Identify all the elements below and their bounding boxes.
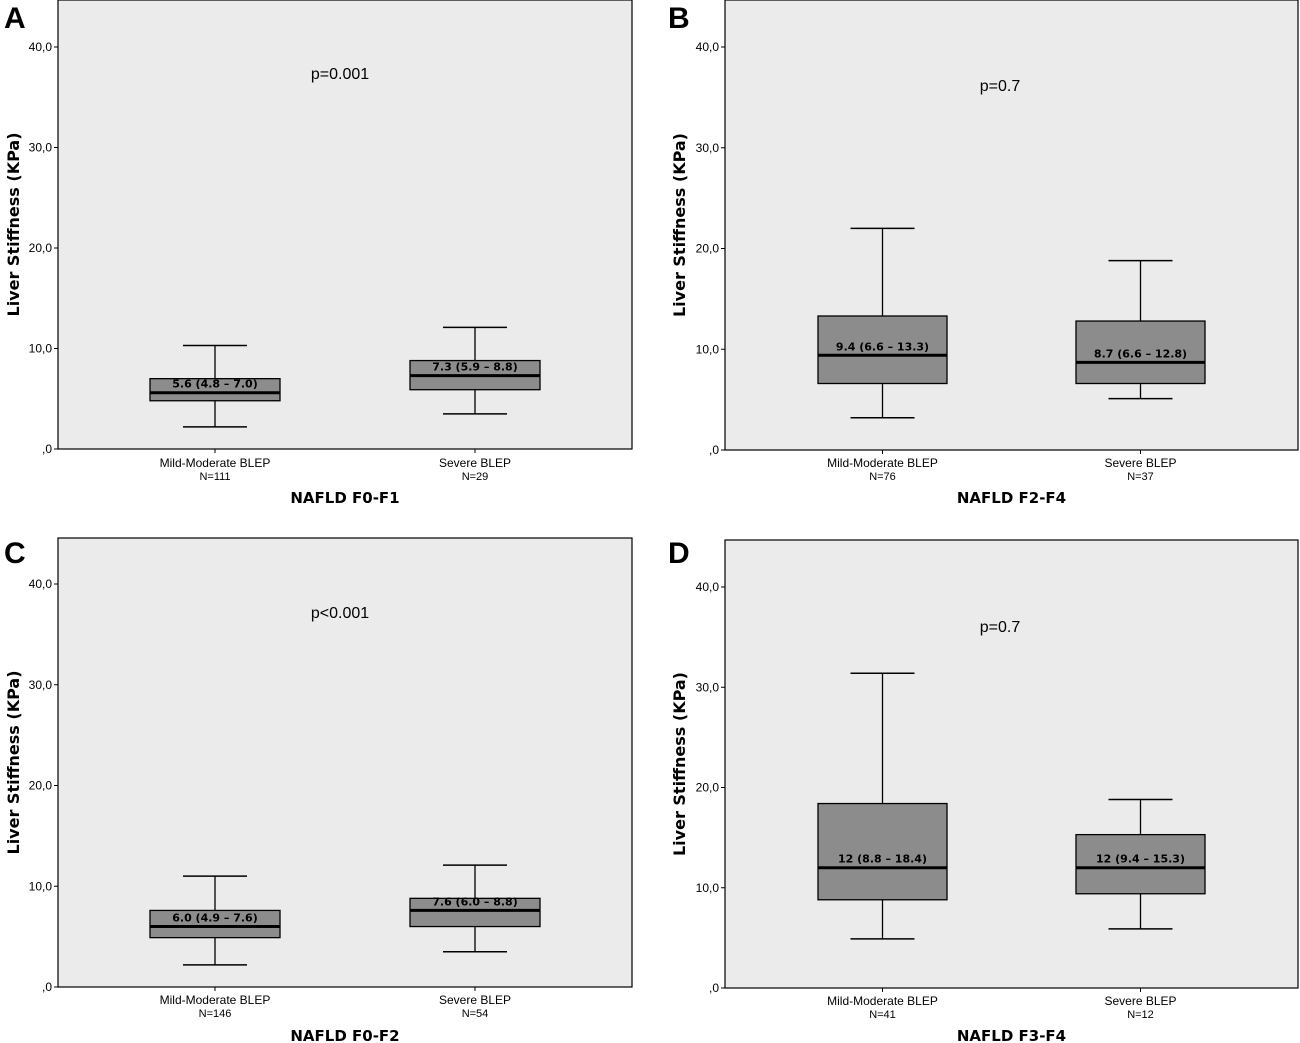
n-label: N=146 xyxy=(199,1008,232,1020)
category-label: Severe BLEP xyxy=(439,993,511,1007)
median-label: 8.7 (6.6 – 12.8) xyxy=(1094,347,1187,360)
y-axis-label: Liver Stiffness (KPa) xyxy=(4,670,23,854)
median-label: 12 (8.8 – 18.4) xyxy=(838,853,927,866)
iqr-box xyxy=(817,315,948,385)
y-tick-label: 20,0 xyxy=(696,242,720,256)
y-tick-label: 20,0 xyxy=(29,779,53,793)
iqr-box xyxy=(409,897,541,928)
plot-area xyxy=(724,0,1299,451)
n-label: N=76 xyxy=(869,471,896,483)
category-label: Severe BLEP xyxy=(439,456,511,470)
panel-a: A ,0 10,0 20,0 30,0 40,0 Liver Stiffness (KPa)… xyxy=(4,0,633,507)
panel-letter: C xyxy=(4,537,26,570)
y-tick-label: 30,0 xyxy=(696,141,720,155)
y-tick-label: ,0 xyxy=(42,442,52,456)
n-label: N=54 xyxy=(462,1008,489,1020)
y-tick-label: ,0 xyxy=(709,981,719,995)
plot-area xyxy=(724,539,1299,989)
median-label: 9.4 (6.6 – 13.3) xyxy=(836,340,929,353)
y-tick-label: 10,0 xyxy=(696,881,720,895)
y-tick-label: 10,0 xyxy=(696,342,720,356)
n-label: N=37 xyxy=(1127,471,1154,483)
category-label: Mild-Moderate BLEP xyxy=(827,994,938,1008)
iqr-box xyxy=(149,909,281,939)
n-label: N=111 xyxy=(199,471,230,483)
median-label: 7.6 (6.0 – 8.8) xyxy=(432,895,518,908)
category-label: Mild-Moderate BLEP xyxy=(160,456,271,470)
category-label: Mild-Moderate BLEP xyxy=(827,456,938,470)
panel-c: C ,0 10,0 20,0 30,0 40,0 Liver Stiffness (KPa)… xyxy=(4,537,633,1043)
iqr-box xyxy=(1075,320,1206,385)
panel-letter: B xyxy=(668,2,690,35)
y-tick-label: 20,0 xyxy=(29,241,53,255)
category-label: Severe BLEP xyxy=(1104,456,1176,470)
panel-letter: D xyxy=(668,537,690,570)
panel-letter: A xyxy=(4,2,26,35)
y-tick-label: 10,0 xyxy=(29,879,53,893)
y-tick-label: ,0 xyxy=(709,443,719,457)
y-tick-label: 40,0 xyxy=(696,40,720,54)
median-label: 6.0 (4.9 – 7.6) xyxy=(172,912,258,925)
iqr-box xyxy=(1075,833,1206,895)
y-tick-label: 10,0 xyxy=(29,342,53,356)
panel-b: B ,0 10,0 20,0 30,0 40,0 Liver Stiffness (KPa)… xyxy=(668,0,1299,507)
y-axis-label: Liver Stiffness (KPa) xyxy=(670,133,689,317)
p-value-annotation: p=0.7 xyxy=(980,78,1021,95)
n-label: N=29 xyxy=(462,471,489,483)
y-tick-label: 40,0 xyxy=(29,577,53,591)
p-value-annotation: p=0.001 xyxy=(311,66,369,83)
x-axis-label: NAFLD F0-F2 xyxy=(290,1027,399,1043)
n-label: N=12 xyxy=(1127,1009,1154,1021)
y-tick-label: 40,0 xyxy=(29,40,53,54)
y-tick-label: 30,0 xyxy=(696,680,720,694)
y-axis-label: Liver Stiffness (KPa) xyxy=(670,672,689,856)
x-axis-label: NAFLD F0-F1 xyxy=(290,489,399,507)
y-tick-label: ,0 xyxy=(42,980,52,994)
median-label: 12 (9.4 – 15.3) xyxy=(1096,853,1185,866)
p-value-annotation: p<0.001 xyxy=(311,605,369,622)
median-label: 5.6 (4.8 – 7.0) xyxy=(172,378,258,391)
y-tick-label: 40,0 xyxy=(696,580,720,594)
y-tick-label: 30,0 xyxy=(29,141,53,155)
category-label: Mild-Moderate BLEP xyxy=(160,993,271,1007)
y-axis-label: Liver Stiffness (KPa) xyxy=(4,132,23,316)
median-label: 7.3 (5.9 – 8.8) xyxy=(432,361,518,374)
iqr-box xyxy=(817,802,948,901)
n-label: N=41 xyxy=(869,1009,896,1021)
panel-d: D ,0 10,0 20,0 30,0 40,0 Liver Stiffness (KPa)… xyxy=(668,537,1299,1043)
x-axis-label: NAFLD F2-F4 xyxy=(957,489,1066,507)
category-label: Severe BLEP xyxy=(1104,994,1176,1008)
y-tick-label: 20,0 xyxy=(696,781,720,795)
x-axis-label: NAFLD F3-F4 xyxy=(957,1027,1066,1043)
y-tick-label: 30,0 xyxy=(29,678,53,692)
p-value-annotation: p=0.7 xyxy=(980,619,1021,636)
iqr-box xyxy=(149,377,281,402)
